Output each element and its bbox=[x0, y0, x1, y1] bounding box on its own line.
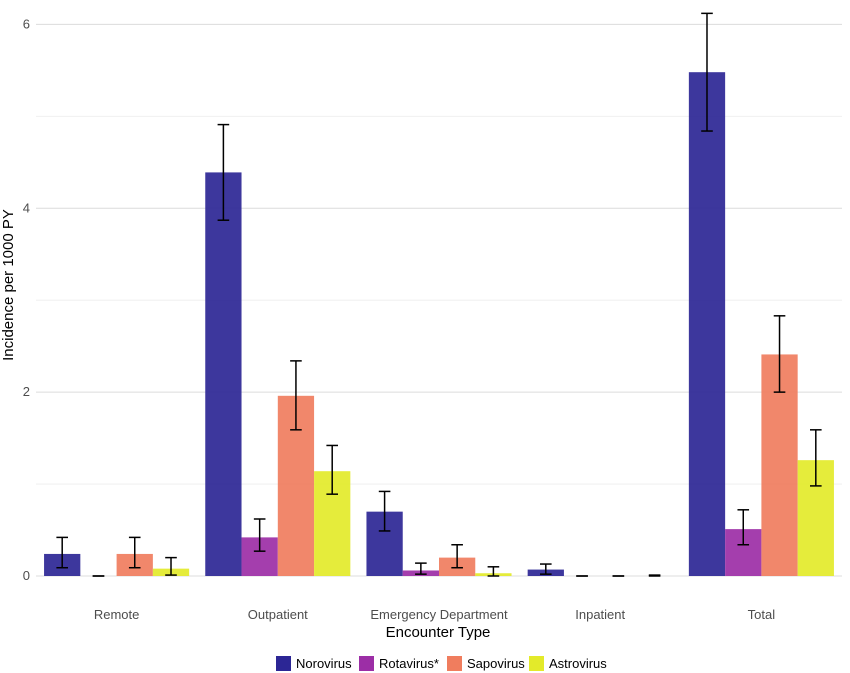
legend-key bbox=[359, 656, 374, 671]
x-tick-label: Inpatient bbox=[575, 607, 625, 622]
legend-key bbox=[276, 656, 291, 671]
legend-label: Rotavirus* bbox=[379, 656, 439, 671]
y-tick-label: 4 bbox=[23, 200, 30, 215]
legend: Norovirus Rotavirus* Sapovirus Astrovirus bbox=[276, 656, 607, 671]
y-axis-title: Incidence per 1000 PY bbox=[0, 209, 17, 361]
bar bbox=[205, 172, 242, 576]
legend-label: Norovirus bbox=[296, 656, 352, 671]
bars bbox=[44, 72, 834, 577]
y-tick-label: 0 bbox=[23, 568, 30, 583]
error-bars bbox=[56, 12, 822, 577]
x-tick-label: Total bbox=[748, 607, 776, 622]
x-tick-label: Emergency Department bbox=[370, 607, 508, 622]
legend-key bbox=[447, 656, 462, 671]
legend-label: Sapovirus bbox=[467, 656, 525, 671]
x-tick-label: Outpatient bbox=[248, 607, 308, 622]
y-tick-labels: 0 2 4 6 bbox=[23, 16, 30, 583]
x-tick-label: Remote bbox=[94, 607, 140, 622]
legend-label: Astrovirus bbox=[549, 656, 607, 671]
legend-key bbox=[529, 656, 544, 671]
x-axis-title: Encounter Type bbox=[386, 624, 491, 641]
bar bbox=[688, 72, 726, 577]
y-tick-label: 2 bbox=[23, 384, 30, 399]
y-tick-label: 6 bbox=[23, 16, 30, 31]
x-tick-labels: Remote Outpatient Emergency Department Inpa… bbox=[94, 607, 775, 622]
